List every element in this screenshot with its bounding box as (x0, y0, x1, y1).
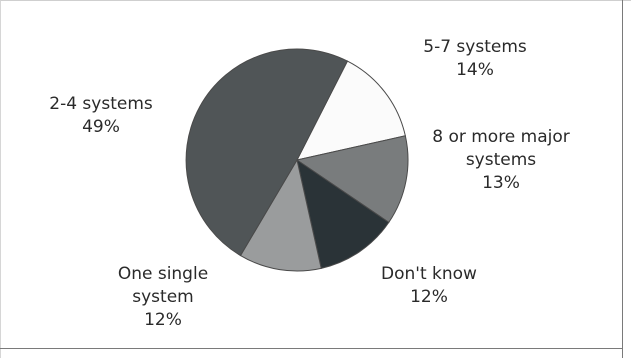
pie-slice (295, 135, 409, 224)
pie-slice (239, 158, 322, 272)
pie-slice (296, 60, 406, 161)
slice-value-label: 13% (482, 173, 520, 193)
slice-category-label: 5-7 systems (423, 37, 527, 57)
slice-category-label: Don't know (381, 264, 477, 284)
slice-category-label: 2-4 systems (49, 94, 153, 114)
slice-category-label: system (132, 287, 193, 307)
slice-value-label: 12% (410, 287, 448, 307)
slice-category-label: One single (118, 264, 208, 284)
slice-value-label: 12% (144, 310, 182, 330)
slice-value-label: 14% (456, 60, 494, 80)
pie-slice (296, 158, 390, 269)
slice-category-label: 8 or more major (432, 127, 570, 147)
frame-bottom-line (0, 348, 623, 349)
frame-right-line (622, 0, 623, 358)
slice-value-label: 49% (82, 117, 120, 137)
pie-slice (185, 48, 349, 257)
slice-category-label: systems (466, 150, 536, 170)
